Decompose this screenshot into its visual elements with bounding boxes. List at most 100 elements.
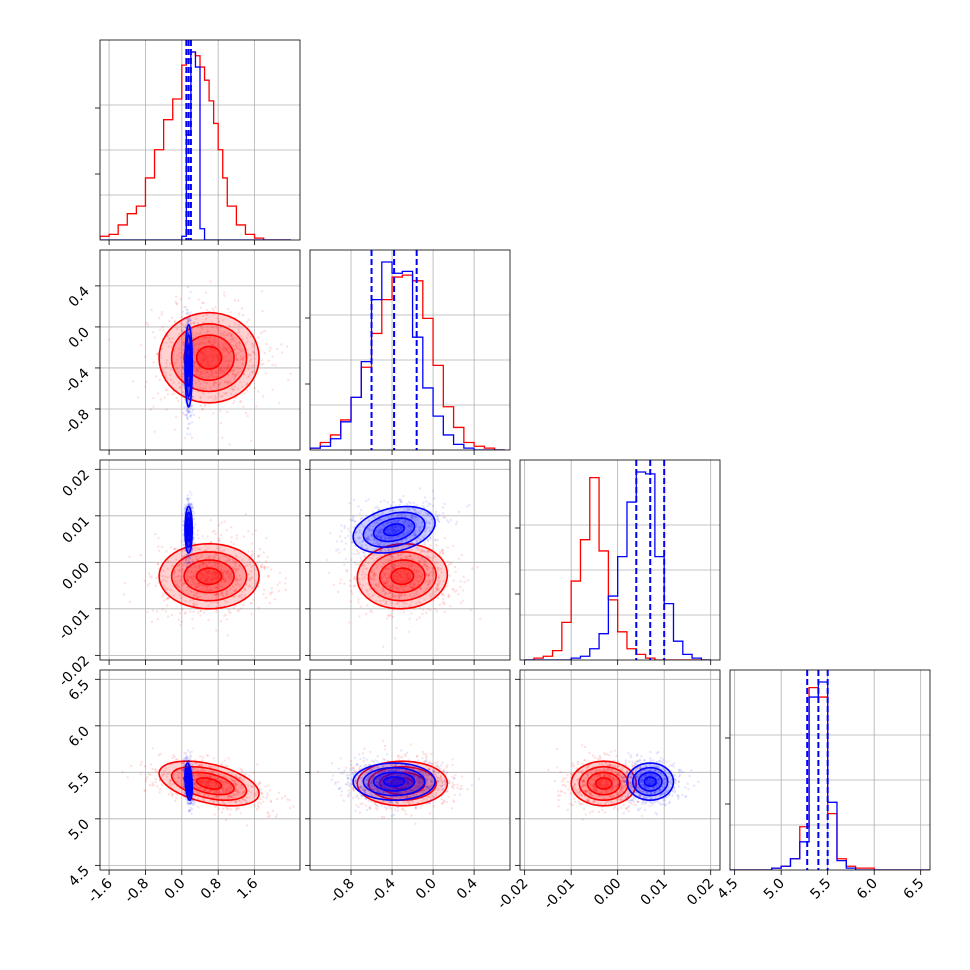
scatter-point <box>194 767 197 771</box>
scatter-point <box>395 541 399 544</box>
scatter-point <box>161 608 164 611</box>
scatter-point <box>220 568 223 571</box>
scatter-point <box>203 353 206 357</box>
scatter-point <box>228 380 231 383</box>
scatter-point <box>232 607 235 610</box>
scatter-point <box>199 547 202 550</box>
density-fill <box>159 312 260 403</box>
scatter-point <box>387 550 390 553</box>
scatter-point <box>215 586 218 589</box>
scatter-point <box>437 581 440 585</box>
scatter-point <box>253 357 257 360</box>
scatter-point <box>188 556 191 559</box>
scatter-point <box>411 515 414 519</box>
scatter-point <box>231 387 234 391</box>
scatter-point <box>454 570 457 573</box>
scatter-point <box>217 523 221 527</box>
scatter-point <box>448 574 451 578</box>
scatter-point <box>251 364 254 368</box>
scatter-point <box>197 298 200 301</box>
scatter-point <box>222 780 225 784</box>
scatter-point <box>250 785 253 788</box>
scatter-point <box>244 513 247 516</box>
scatter-point <box>151 747 154 750</box>
scatter-point <box>146 323 150 327</box>
scatter-point <box>430 518 433 521</box>
scatter-point <box>237 387 240 391</box>
scatter-point <box>428 572 431 575</box>
scatter-point <box>173 570 176 573</box>
scatter-point <box>390 521 393 525</box>
scatter-point <box>186 311 189 314</box>
scatter-point <box>169 779 172 783</box>
scatter-point <box>229 341 232 344</box>
scatter-point <box>419 577 423 580</box>
scatter-point <box>207 339 210 342</box>
scatter-point <box>379 535 383 538</box>
scatter-point <box>180 540 183 543</box>
scatter-point <box>415 573 418 576</box>
scatter-point <box>462 589 465 592</box>
scatter-point <box>209 280 212 283</box>
scatter-point <box>372 549 375 552</box>
scatter-point <box>436 583 439 586</box>
scatter-point <box>436 585 439 589</box>
scatter-point <box>170 345 173 348</box>
scatter-point <box>213 570 216 573</box>
scatter-point <box>239 399 242 403</box>
scatter-point <box>419 587 422 590</box>
scatter-point <box>247 530 250 533</box>
scatter-point <box>194 593 198 597</box>
scatter-point <box>418 606 422 610</box>
scatter-point <box>200 306 203 309</box>
scatter-point <box>180 773 184 777</box>
scatter-point <box>212 757 215 760</box>
panel-border <box>99 459 301 661</box>
scatter-point <box>375 521 378 524</box>
scatter-point <box>201 321 205 324</box>
scatter-point <box>404 555 407 559</box>
scatter-point <box>195 373 198 376</box>
scatter-point <box>385 536 389 540</box>
scatter-point <box>359 545 363 548</box>
scatter-point <box>243 392 246 395</box>
scatter-point <box>396 541 399 544</box>
scatter-point <box>191 395 195 398</box>
scatter-point <box>192 594 196 597</box>
scatter-point <box>216 601 219 604</box>
scatter-point <box>424 559 427 563</box>
scatter-point <box>419 586 423 590</box>
scatter-point <box>397 519 401 522</box>
scatter-point <box>190 421 194 424</box>
scatter-point <box>428 515 431 518</box>
scatter-point <box>383 563 386 566</box>
scatter-point <box>221 332 225 336</box>
scatter-point <box>441 552 445 555</box>
scatter-point <box>188 554 192 557</box>
scatter-point <box>159 328 162 332</box>
scatter-point <box>202 342 205 345</box>
scatter-point <box>121 771 124 774</box>
scatter-point <box>205 754 209 757</box>
panels-group <box>95 39 931 875</box>
scatter-point <box>239 348 242 351</box>
scatter-point <box>187 547 191 550</box>
scatter-point <box>242 314 245 317</box>
scatter-point <box>244 342 247 345</box>
scatter-point <box>391 555 394 559</box>
scatter-point <box>443 603 446 606</box>
scatter-point <box>215 586 218 589</box>
scatter-point <box>409 542 412 545</box>
scatter-point <box>421 525 424 528</box>
scatter-point <box>199 609 203 612</box>
scatter-point <box>164 610 168 613</box>
scatter-point <box>397 529 401 532</box>
scatter-point <box>395 531 398 534</box>
scatter-point <box>179 356 182 360</box>
scatter-point <box>151 781 154 784</box>
scatter-point <box>392 566 395 570</box>
scatter-point <box>242 791 245 795</box>
scatter-point <box>393 637 397 640</box>
scatter-point <box>240 357 243 361</box>
scatter-point <box>214 381 218 385</box>
